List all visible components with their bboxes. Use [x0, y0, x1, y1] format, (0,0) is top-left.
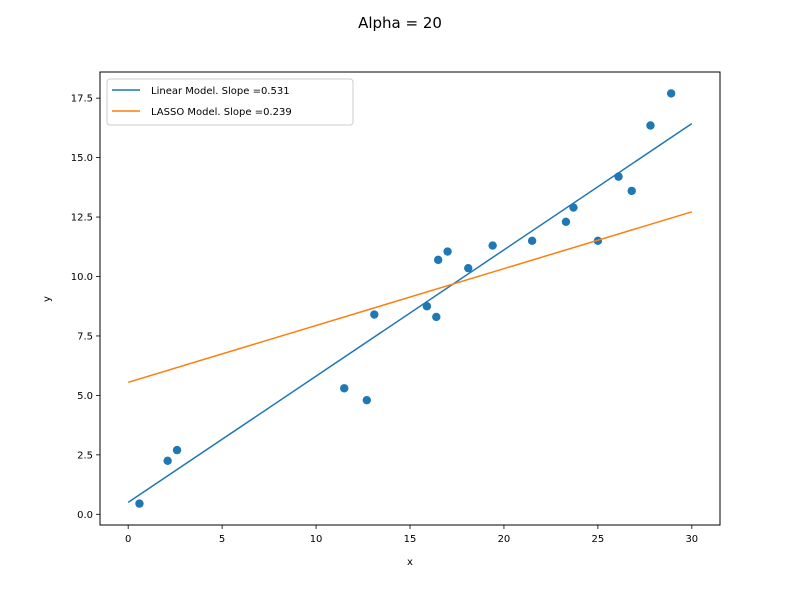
data-point	[488, 241, 497, 250]
y-axis-label: y	[42, 296, 53, 302]
data-point	[433, 255, 443, 265]
data-point	[464, 263, 473, 273]
y-tick-label: 2.5	[77, 450, 93, 461]
x-tick-label: 30	[685, 534, 698, 545]
x-tick-label: 25	[592, 534, 605, 545]
axes-frame	[99, 71, 721, 526]
x-tick-label: 15	[404, 534, 417, 545]
data-point	[527, 236, 537, 246]
y-tick-label: 17.5	[71, 94, 93, 105]
x-tick-label: 5	[219, 534, 225, 545]
data-point	[163, 456, 172, 465]
x-tick-label: 0	[125, 534, 131, 545]
y-tick-label: 0.0	[77, 510, 93, 521]
y-tick-label: 15.0	[71, 153, 93, 164]
data-point	[340, 384, 349, 393]
legend: Linear Model. Slope =0.531 LASSO Model. S…	[106, 78, 354, 126]
linear-model-line	[127, 122, 693, 504]
y-tick-label: 12.5	[71, 213, 93, 224]
x-axis-label: x	[407, 557, 413, 568]
x-tick-label: 10	[310, 534, 323, 545]
data-point	[627, 186, 636, 196]
data-point	[422, 302, 432, 311]
data-point	[135, 499, 144, 508]
data-point	[432, 312, 441, 322]
plot-area	[127, 89, 693, 508]
legend-label: LASSO Model. Slope =0.239	[151, 107, 292, 118]
x-tick-label: 20	[498, 534, 511, 545]
x-axis: 0 5 10 15 20 25 30	[125, 525, 698, 545]
y-tick-label: 5.0	[77, 391, 93, 402]
chart-title: Alpha = 20	[358, 14, 442, 32]
data-point	[370, 310, 379, 319]
data-point	[561, 217, 571, 227]
lasso-model-line	[127, 211, 693, 384]
y-tick-label: 7.5	[77, 331, 93, 342]
y-axis: 0.0 2.5 5.0 7.5 10.0 12.5 15.0 17.5	[71, 94, 100, 521]
data-point	[666, 89, 676, 98]
data-point	[443, 247, 452, 256]
legend-box	[106, 78, 354, 126]
legend-label: Linear Model. Slope =0.531	[151, 86, 290, 97]
y-tick-label: 10.0	[71, 272, 93, 283]
data-point	[172, 445, 182, 455]
data-point	[362, 395, 371, 405]
data-point	[646, 121, 655, 130]
